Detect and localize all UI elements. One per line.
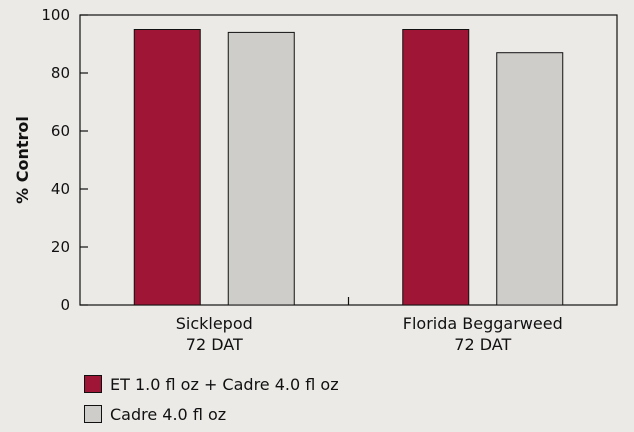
y-tick-label-100: 100: [41, 6, 70, 24]
bar-series-1-category-2: [402, 29, 470, 306]
bar-series-1-category-1: [133, 29, 201, 306]
legend-item-series-2: Cadre 4.0 fl oz: [84, 402, 339, 426]
y-tick-label-80: 80: [51, 64, 70, 82]
x-category-label-2: Florida Beggarweed: [403, 314, 563, 333]
y-axis: 0 20 40 60 80 100: [41, 6, 88, 314]
bar-series-2-category-2: [496, 52, 564, 306]
y-tick-label-0: 0: [60, 296, 70, 314]
y-tick-label-40: 40: [51, 180, 70, 198]
legend-label-series-1: ET 1.0 fl oz + Cadre 4.0 fl oz: [110, 374, 339, 394]
bar-series-2-category-1: [227, 31, 295, 306]
bars: [133, 29, 564, 306]
x-category-sublabel-1: 72 DAT: [186, 335, 243, 354]
legend-swatch-series-2: [84, 405, 102, 423]
x-axis: Sicklepod 72 DAT Florida Beggarweed 72 DAT: [176, 297, 563, 354]
y-tick-label-20: 20: [51, 238, 70, 256]
y-axis-title: % Control: [13, 116, 32, 204]
legend: ET 1.0 fl oz + Cadre 4.0 fl oz Cadre 4.0…: [84, 372, 339, 432]
y-tick-label-60: 60: [51, 122, 70, 140]
x-category-label-1: Sicklepod: [176, 314, 253, 333]
legend-item-series-1: ET 1.0 fl oz + Cadre 4.0 fl oz: [84, 372, 339, 396]
legend-swatch-series-1: [84, 375, 102, 393]
legend-label-series-2: Cadre 4.0 fl oz: [110, 404, 227, 424]
x-category-sublabel-2: 72 DAT: [454, 335, 511, 354]
